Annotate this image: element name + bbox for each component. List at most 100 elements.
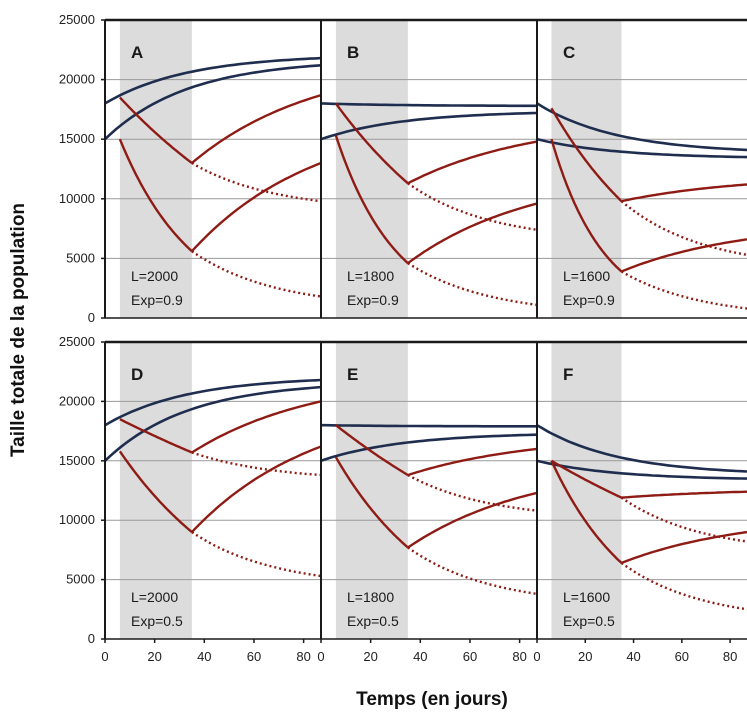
panel-letter: B xyxy=(347,43,359,62)
red-recovery-1 xyxy=(191,93,321,164)
red-recovery-1 xyxy=(407,140,537,185)
y-tick-label: 10000 xyxy=(59,512,95,527)
y-axis-label: Taille totale de la population xyxy=(8,203,29,457)
y-tick-label: 10000 xyxy=(59,191,95,206)
dark-series-2 xyxy=(321,433,537,463)
panel-param-exp: Exp=0.9 xyxy=(131,292,183,308)
panel-b: B L=1800 Exp=0.9 xyxy=(320,18,537,319)
x-tick-label: 40 xyxy=(413,649,427,664)
panel-letter: D xyxy=(131,365,143,384)
panel-letter: A xyxy=(131,43,143,62)
plot-area xyxy=(321,423,537,596)
panel-letter: C xyxy=(563,43,575,62)
x-tick-label: 20 xyxy=(363,649,377,664)
red-decline-2 xyxy=(118,138,193,253)
y-tick-label: 20000 xyxy=(59,393,95,408)
y-tick-label: 25000 xyxy=(59,12,95,27)
panel-c: C L=1600 Exp=0.9 xyxy=(536,18,747,319)
plot-area xyxy=(537,102,747,310)
red-dotted-2 xyxy=(620,562,747,611)
red-decline-1 xyxy=(119,96,193,164)
x-tick-label: 0 xyxy=(101,649,108,664)
red-recovery-2 xyxy=(407,491,537,549)
red-recovery-2 xyxy=(621,238,747,273)
panel-a: A L=2000 Exp=0.9 0 5000 10000 15000 20000 25000 xyxy=(59,12,321,325)
x-tick-label: 40 xyxy=(197,649,211,664)
red-recovery-1 xyxy=(621,490,747,499)
y-tick-label: 15000 xyxy=(59,131,95,146)
red-decline-1 xyxy=(119,418,193,454)
y-tick-label: 0 xyxy=(88,310,95,325)
red-decline-2 xyxy=(550,138,623,273)
red-recovery-2 xyxy=(191,445,321,533)
y-tick-label: 25000 xyxy=(59,334,95,349)
shaded-interval xyxy=(551,20,622,318)
panel-param-l: L=1600 xyxy=(563,268,610,284)
x-tick-label: 40 xyxy=(626,649,640,664)
plot-area xyxy=(321,102,537,307)
y-tick-label: 15000 xyxy=(59,453,95,468)
panel-letter: F xyxy=(563,365,573,384)
panel-param-l: L=1800 xyxy=(347,268,394,284)
y-tick-label: 5000 xyxy=(66,572,95,587)
x-tick-label: 60 xyxy=(247,649,261,664)
red-dotted-2 xyxy=(191,250,321,298)
plot-area xyxy=(105,56,321,298)
red-recovery-1 xyxy=(191,400,321,454)
x-tick-label: 0 xyxy=(533,649,540,664)
red-dotted-2 xyxy=(407,546,537,596)
red-decline-2 xyxy=(334,456,409,549)
dark-series-1 xyxy=(321,423,537,428)
red-decline-1 xyxy=(335,424,409,477)
dark-series-2 xyxy=(537,459,747,480)
x-tick-label: 60 xyxy=(675,649,689,664)
chart-root: AL=2000Exp=0.90500010000150002000025000B… xyxy=(59,12,747,664)
red-dotted-1 xyxy=(191,451,321,477)
dark-series-1 xyxy=(321,102,537,108)
x-tick-label: 20 xyxy=(578,649,592,664)
shaded-interval xyxy=(119,342,192,639)
x-tick-label: 60 xyxy=(463,649,477,664)
dark-series-1 xyxy=(105,378,321,427)
x-axis-label: Temps (en jours) xyxy=(356,689,508,710)
dark-series-1 xyxy=(537,424,747,473)
red-recovery-1 xyxy=(621,183,747,203)
red-dotted-2 xyxy=(620,270,747,310)
panel-param-l: L=2000 xyxy=(131,268,178,284)
panel-param-exp: Exp=0.9 xyxy=(347,292,399,308)
y-tick-label: 20000 xyxy=(59,72,95,87)
dark-series-1 xyxy=(537,102,747,152)
red-dotted-1 xyxy=(407,474,537,512)
red-recovery-2 xyxy=(191,161,321,253)
x-tick-label: 20 xyxy=(147,649,161,664)
red-recovery-2 xyxy=(407,202,537,265)
panel-param-l: L=1800 xyxy=(347,589,394,605)
red-decline-1 xyxy=(550,107,623,203)
panel-param-exp: Exp=0.5 xyxy=(347,613,399,629)
panel-e: E L=1800 Exp=0.5 0 20 40 60 80 xyxy=(317,340,537,664)
red-decline-2 xyxy=(118,450,193,534)
red-dotted-2 xyxy=(407,262,537,307)
dark-series-2 xyxy=(105,64,321,141)
x-tick-label: 80 xyxy=(296,649,310,664)
x-tick-label: 80 xyxy=(723,649,737,664)
panel-f: F L=1600 Exp=0.5 0 20 40 60 80 xyxy=(533,340,747,664)
red-decline-1 xyxy=(550,459,622,499)
red-dotted-1 xyxy=(407,182,537,231)
y-tick-label: 5000 xyxy=(66,250,95,265)
panel-param-l: L=2000 xyxy=(131,589,178,605)
shaded-interval xyxy=(335,342,408,639)
red-dotted-2 xyxy=(191,531,321,578)
red-decline-1 xyxy=(334,102,409,185)
red-dotted-1 xyxy=(620,200,747,256)
panel-param-l: L=1600 xyxy=(563,589,610,605)
y-tick-label: 0 xyxy=(88,631,95,646)
panel-param-exp: Exp=0.5 xyxy=(131,613,183,629)
red-recovery-2 xyxy=(621,530,747,565)
plot-area xyxy=(537,424,747,611)
shaded-interval xyxy=(551,342,622,639)
dark-series-2 xyxy=(105,385,321,462)
panel-param-exp: Exp=0.9 xyxy=(563,292,615,308)
panel-param-exp: Exp=0.5 xyxy=(563,613,615,629)
